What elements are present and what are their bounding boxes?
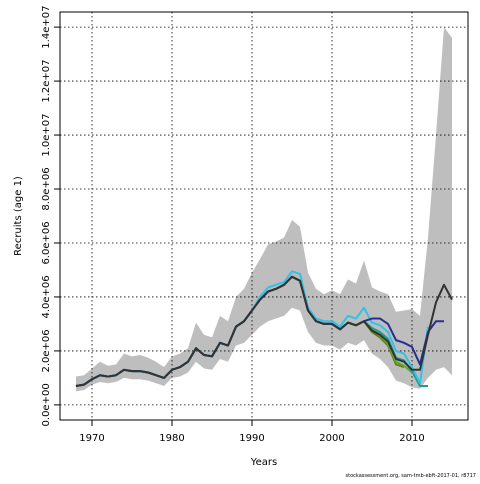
series-line [75,275,453,387]
x-tick-label: 2000 [319,433,344,444]
y-axis-label: Recruits (age 1) [13,176,24,256]
confidence-band [76,27,452,392]
x-tick-label: 1980 [159,433,184,444]
y-tick-label: 2.0e+06 [41,329,52,372]
y-tick-label: 4.0e+06 [41,275,52,318]
plot-frame [59,11,469,421]
y-tick-label: 1.2e+07 [41,59,52,102]
y-tick-label: 1.4e+07 [41,6,52,49]
x-axis-label: Years [250,457,277,468]
y-tick-label: 6.0e+06 [41,221,52,264]
x-tick-label: 2010 [399,433,424,444]
source-note: stockassessment.org, sam-tmb-ebft-2017-0… [346,473,476,479]
y-tick-label: 0.0e+00 [41,383,52,426]
y-tick-label: 1.0e+07 [41,113,52,156]
x-tick-label: 1990 [239,433,264,444]
y-tick-label: 8.0e+06 [41,167,52,210]
x-tick-label: 1970 [79,433,104,444]
